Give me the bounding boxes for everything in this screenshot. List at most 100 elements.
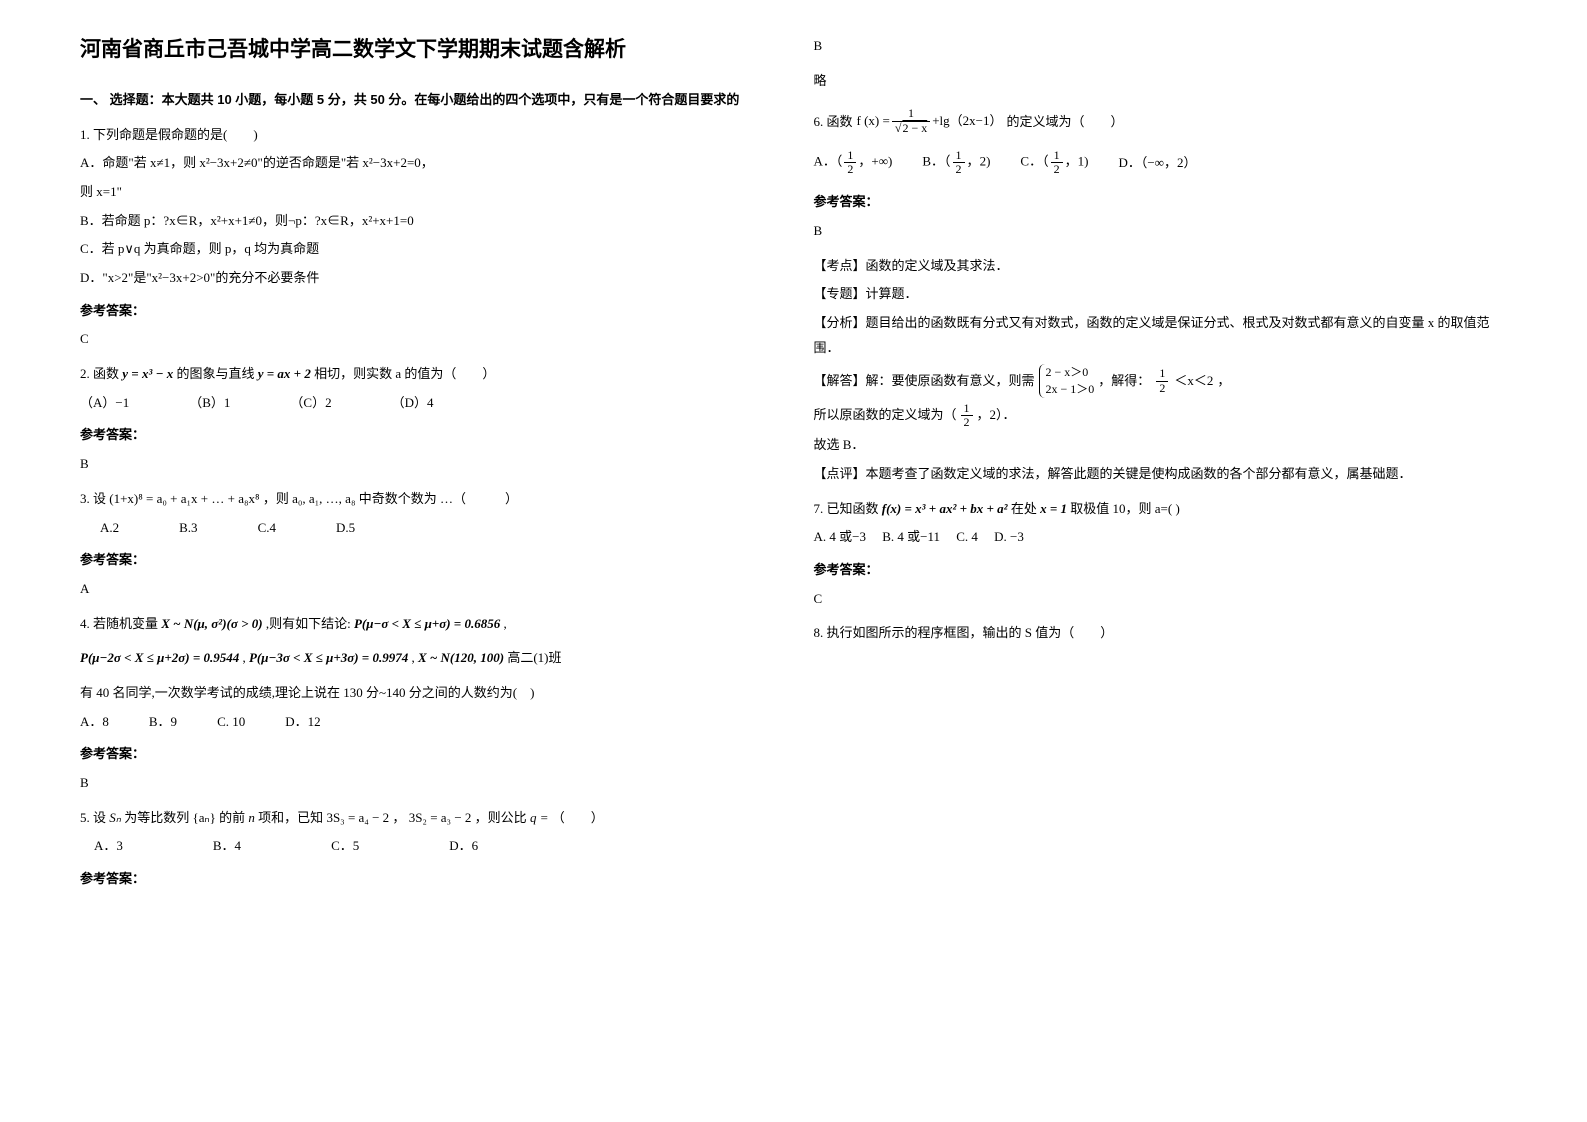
q5-sn: Sₙ bbox=[109, 810, 121, 825]
answer-label: 参考答案： bbox=[814, 190, 1508, 215]
q5-answer: B bbox=[814, 34, 1508, 59]
q6-options: A．（12，+∞) B．（12，2) C．（12，1) D．（−∞，2） bbox=[814, 149, 1508, 176]
q1-opt-a-line1: A．命题"若 x≠1，则 x²−3x+2≠0"的逆否命题是"若 x²−3x+2=… bbox=[80, 151, 774, 176]
q6-jieda: 【解答】解：要使原函数有意义，则需 2 − x＞0 2x − 1＞0 ，解得： … bbox=[814, 364, 1508, 398]
q5-opt-a: A．3 bbox=[94, 834, 123, 859]
q5-post: ，则公比 bbox=[475, 810, 530, 825]
q6-guxuan: 故选 B． bbox=[814, 433, 1508, 458]
q6-formula: f (x) = 12 − x +lg（2x−1） bbox=[857, 107, 1003, 134]
q4-pre: 4. 若随机变量 bbox=[80, 616, 161, 631]
q1-stem: 1. 下列命题是假命题的是( ) bbox=[80, 123, 774, 148]
q6-opt-c: C．（12，1) bbox=[1020, 149, 1088, 176]
case-2: 2x − 1＞0 bbox=[1046, 382, 1095, 396]
q6-jd-comma: ， bbox=[1217, 369, 1230, 394]
q5-q: q = bbox=[530, 810, 549, 825]
q6-dianping: 【点评】本题考查了函数定义域的求法，解答此题的关键是使构成函数的各个部分都有意义… bbox=[814, 462, 1508, 487]
q3-formula-1: (1+x)⁸ = a₀ + a₁x + … + a₈x⁸ bbox=[109, 491, 259, 506]
q3-answer: A bbox=[80, 577, 774, 602]
q2-formula-2: y = ax + 2 bbox=[258, 366, 311, 381]
q2-stem: 2. 函数 y = x³ − x 的图象与直线 y = ax + 2 相切，则实… bbox=[80, 362, 774, 387]
q4-opt-d: D．12 bbox=[285, 710, 320, 735]
answer-label: 参考答案： bbox=[80, 548, 774, 573]
answer-label: 参考答案： bbox=[80, 867, 774, 892]
q1-answer: C bbox=[80, 327, 774, 352]
case-1: 2 − x＞0 bbox=[1046, 365, 1089, 379]
q5-n: n bbox=[248, 810, 255, 825]
q5-note: 略 bbox=[814, 69, 1508, 94]
q5-an: {aₙ} bbox=[192, 810, 215, 825]
q4-f4: P(μ−3σ < X ≤ μ+3σ) = 0.9974 bbox=[249, 650, 408, 665]
q2-answer: B bbox=[80, 452, 774, 477]
q7-pre: 7. 已知函数 bbox=[814, 501, 882, 516]
q6-answer: B bbox=[814, 219, 1508, 244]
q4-options: A．8 B．9 C. 10 D．12 bbox=[80, 710, 774, 735]
q5-options: A．3 B．4 C．5 D．6 bbox=[80, 834, 774, 859]
q5-c1: ， bbox=[392, 810, 408, 825]
q3-options: A.2 B.3 C.4 D.5 bbox=[80, 516, 774, 541]
answer-label: 参考答案： bbox=[80, 299, 774, 324]
q5-mid3: 项和，已知 bbox=[258, 810, 326, 825]
fraction-icon: 12 bbox=[961, 402, 973, 429]
q4-mid: ,则有如下结论: bbox=[266, 616, 354, 631]
q6-opt-a: A．（12，+∞) bbox=[814, 149, 893, 176]
fraction-icon: 12 bbox=[1156, 367, 1168, 394]
q6-jd-end: ＜x＜2 bbox=[1174, 369, 1213, 394]
q6-fx: f (x) = bbox=[857, 109, 890, 134]
q4-line1: 4. 若随机变量 X ~ N(μ, σ²)(σ > 0) ,则有如下结论: P(… bbox=[80, 612, 774, 637]
q3-opt-d: D.5 bbox=[336, 516, 355, 541]
q4-f5: X ~ N(120, 100) bbox=[418, 650, 504, 665]
section-1-heading: 一、 选择题：本大题共 10 小题，每小题 5 分，共 50 分。在每小题给出的… bbox=[80, 88, 774, 113]
q2-opt-b: （B）1 bbox=[189, 391, 230, 416]
q5-opt-d: D．6 bbox=[449, 834, 478, 859]
q2-opt-d: （D）4 bbox=[392, 391, 434, 416]
q3-opt-b: B.3 bbox=[179, 516, 197, 541]
q4-f3: P(μ−2σ < X ≤ μ+2σ) = 0.9544 bbox=[80, 650, 239, 665]
q5-end: （ ） bbox=[552, 810, 604, 825]
q4-tail: 高二(1)班 bbox=[507, 650, 561, 665]
q2-pre: 2. 函数 bbox=[80, 366, 122, 381]
q7-x1: x = 1 bbox=[1040, 501, 1067, 516]
q5-e1: 3S₃ = a₄ − 2 bbox=[326, 810, 389, 825]
q3-formula-2: a₀, a₁, …, a₈ bbox=[292, 491, 355, 506]
q5-e2: 3S₂ = a₃ − 2 bbox=[409, 810, 472, 825]
q1-opt-b: B．若命题 p：?x∈R，x²+x+1≠0，则¬p：?x∈R，x²+x+1=0 bbox=[80, 209, 774, 234]
q6-so-pre: 所以原函数的定义域为（ bbox=[814, 403, 957, 428]
q7-f: f(x) = x³ + ax² + bx + a² bbox=[882, 501, 1008, 516]
fraction-icon: 12 − x bbox=[892, 107, 930, 134]
left-column: 河南省商丘市己吾城中学高二数学文下学期期末试题含解析 一、 选择题：本大题共 1… bbox=[60, 30, 794, 1092]
q6-fenxi: 【分析】题目给出的函数既有分式又有对数式，函数的定义域是保证分式、根式及对数式都… bbox=[814, 311, 1508, 360]
q8-stem: 8. 执行如图所示的程序框图，输出的 S 值为（ ） bbox=[814, 621, 1508, 646]
q1-opt-a-line2: 则 x=1" bbox=[80, 180, 774, 205]
q3-opt-c: C.4 bbox=[258, 516, 276, 541]
q4-line2: P(μ−2σ < X ≤ μ+2σ) = 0.9544 , P(μ−3σ < X… bbox=[80, 646, 774, 671]
q3-stem: 3. 设 (1+x)⁸ = a₀ + a₁x + … + a₈x⁸ ，则 a₀,… bbox=[80, 487, 774, 512]
q4-answer: B bbox=[80, 771, 774, 796]
q5-mid1: 为等比数列 bbox=[124, 810, 192, 825]
q6-jd-pre: 【解答】解：要使原函数有意义，则需 bbox=[814, 369, 1035, 394]
q6-so-post: ，2）． bbox=[977, 403, 1016, 428]
q1-opt-d: D．"x>2"是"x²−3x+2>0"的充分不必要条件 bbox=[80, 266, 774, 291]
q2-formula-1: y = x³ − x bbox=[122, 366, 173, 381]
q3-post: 中奇数个数为 …（ ） bbox=[359, 491, 518, 506]
cases-icon: 2 − x＞0 2x − 1＞0 bbox=[1039, 364, 1095, 398]
q4-f2: P(μ−σ < X ≤ μ+σ) = 0.6856 bbox=[354, 616, 500, 631]
q5-stem: 5. 设 Sₙ 为等比数列 {aₙ} 的前 n 项和，已知 3S₃ = a₄ −… bbox=[80, 806, 774, 831]
q4-f1: X ~ N(μ, σ²)(σ > 0) bbox=[161, 616, 262, 631]
q4-line3: 有 40 名同学,一次数学考试的成绩,理论上说在 130 分~140 分之间的人… bbox=[80, 681, 774, 706]
q7-options: A. 4 或−3 B. 4 或−11 C. 4 D. −3 bbox=[814, 525, 1508, 550]
q6-pre: 6. 函数 bbox=[814, 110, 853, 135]
q4-opt-a: A．8 bbox=[80, 710, 109, 735]
q6-jd-post: ，解得： bbox=[1098, 369, 1150, 394]
page-title: 河南省商丘市己吾城中学高二数学文下学期期末试题含解析 bbox=[80, 30, 774, 70]
q6-opt-d: D．（−∞，2） bbox=[1118, 151, 1196, 176]
q6-zhuanti: 【专题】计算题． bbox=[814, 282, 1508, 307]
answer-label: 参考答案： bbox=[80, 742, 774, 767]
q7-post: 取极值 10，则 a=( ) bbox=[1070, 501, 1180, 516]
q4-opt-b: B．9 bbox=[149, 710, 177, 735]
answer-label: 参考答案： bbox=[80, 423, 774, 448]
q2-options: （A）−1 （B）1 （C）2 （D）4 bbox=[80, 391, 774, 416]
q7-answer: C bbox=[814, 587, 1508, 612]
q6-so: 所以原函数的定义域为（ 12 ，2）． bbox=[814, 402, 1508, 429]
q5-opt-c: C．5 bbox=[331, 834, 359, 859]
q2-post: 相切，则实数 a 的值为（ ） bbox=[314, 366, 495, 381]
